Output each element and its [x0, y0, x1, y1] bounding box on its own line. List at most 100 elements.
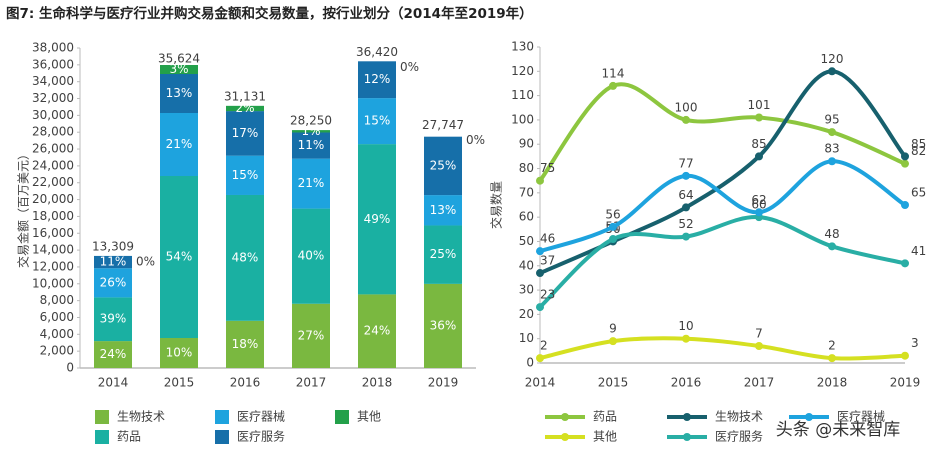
point [682, 232, 690, 241]
bar-segment [292, 208, 330, 304]
point [828, 242, 836, 251]
data-label: 82 [911, 144, 926, 158]
legend-label: 药品 [593, 410, 617, 424]
bar-segment [424, 195, 462, 226]
legend-label: 医疗服务 [237, 429, 285, 444]
legend-marker [561, 433, 569, 441]
segment-label: 13% [430, 203, 457, 217]
bar-segment [292, 303, 330, 368]
data-label: 37 [540, 254, 555, 268]
total-label: 35,624 [158, 52, 200, 66]
y-tick-label: 10,000 [32, 276, 74, 290]
x-tick-label: 2015 [598, 376, 629, 390]
y-tick-label: 30 [519, 283, 534, 297]
y-tick-label: 40 [519, 258, 534, 272]
y-axis-label: 交易金额（百万美元） [16, 148, 31, 268]
x-tick-label: 2014 [525, 376, 556, 390]
legend-label: 医疗器械 [837, 409, 885, 424]
y-tick-label: 8,000 [40, 293, 74, 307]
data-label: 75 [540, 161, 555, 175]
data-label: 7 [755, 326, 763, 340]
y-tick-label: 100 [511, 112, 534, 126]
data-label: 3 [911, 336, 919, 350]
y-tick-label: 70 [519, 185, 534, 199]
bar-segment [292, 130, 330, 133]
y-tick-label: 20 [519, 307, 534, 321]
x-tick-label: 2018 [817, 376, 848, 390]
y-tick-label: 14,000 [32, 243, 74, 257]
point [609, 337, 617, 346]
data-label: 23 [540, 288, 555, 302]
point [682, 171, 690, 180]
segment-label: 11% [298, 138, 325, 152]
point [828, 128, 836, 137]
legend-label: 医疗器械 [237, 409, 285, 424]
bar-segment [160, 65, 198, 75]
bar-segment [424, 283, 462, 368]
data-label: 60 [751, 198, 766, 212]
bar-segment [226, 105, 264, 112]
x-tick-label: 2014 [98, 376, 129, 390]
segment-label: 36% [430, 318, 457, 332]
legend-swatch [215, 430, 229, 444]
x-tick-label: 2018 [362, 376, 393, 390]
y-tick-label: 80 [519, 161, 534, 175]
data-label: 62 [751, 193, 766, 207]
x-tick-label: 2017 [296, 376, 327, 390]
legend-swatch [95, 410, 109, 424]
bar-segment [94, 268, 132, 298]
segment-label: 40% [298, 249, 325, 263]
legend-swatch [215, 410, 229, 424]
legend-marker [683, 413, 691, 421]
y-tick-label: 12,000 [32, 259, 74, 273]
y-axis-label: 交易数量 [489, 181, 504, 229]
series-line [538, 215, 906, 309]
y-tick-label: 30,000 [32, 108, 74, 122]
segment-label: 21% [166, 137, 193, 151]
figure-title: 图7: 生命科学与医疗行业并购交易金额和交易数量，按行业划分（2014年至201… [6, 5, 533, 22]
segment-label: 25% [430, 247, 457, 261]
point [536, 247, 544, 256]
point [901, 159, 909, 168]
bar-segment [358, 61, 396, 99]
segment-label: 2% [235, 101, 254, 115]
segment-label: 15% [364, 114, 391, 128]
y-tick-label: 130 [511, 40, 534, 54]
bar-segment [358, 98, 396, 145]
segment-label: 54% [166, 250, 193, 264]
y-tick-label: 34,000 [32, 74, 74, 88]
y-tick-label: 10 [519, 331, 534, 345]
legend-label: 其他 [593, 430, 617, 444]
data-label: 2 [828, 339, 836, 353]
data-label: 48 [824, 227, 839, 241]
legend-marker [561, 413, 569, 421]
legend-marker [683, 433, 691, 441]
segment-label: 24% [100, 347, 127, 361]
point [901, 201, 909, 209]
x-tick-label: 2016 [230, 376, 261, 390]
y-tick-label: 24,000 [32, 158, 74, 172]
segment-label: 17% [232, 126, 259, 140]
y-tick-label: 0 [66, 361, 74, 375]
legend-swatch [335, 410, 349, 424]
segment-label: 15% [232, 168, 259, 182]
segment-label: 21% [298, 176, 325, 190]
data-label: 10 [678, 319, 693, 333]
segment-label: 3% [169, 62, 188, 76]
y-tick-label: 32,000 [32, 91, 74, 105]
data-label: 46 [540, 232, 555, 246]
segment-label: 0% [466, 133, 485, 147]
data-label: 52 [678, 217, 693, 231]
legend-swatch [95, 430, 109, 444]
bar-segment [160, 338, 198, 368]
x-tick-label: 2015 [164, 376, 195, 390]
bar-segment [94, 297, 132, 342]
bar-segment [424, 225, 462, 284]
x-tick-label: 2017 [744, 376, 775, 390]
y-tick-label: 4,000 [40, 327, 74, 341]
bar-segment [292, 132, 330, 159]
point [609, 222, 617, 231]
bar-segment [424, 136, 462, 196]
bar-segment [226, 155, 264, 195]
